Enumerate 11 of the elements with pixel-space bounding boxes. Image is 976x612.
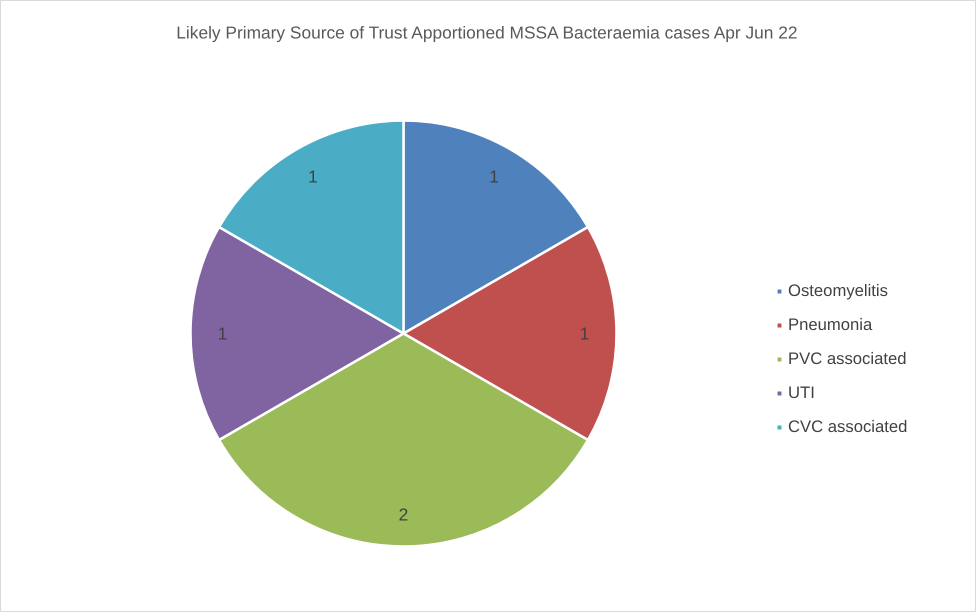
data-label: 2 <box>398 504 408 525</box>
legend-label: UTI <box>788 383 815 403</box>
chart-title: Likely Primary Source of Trust Apportioned MSSA Bacteraemia cases Apr Jun 22 <box>176 22 798 42</box>
data-label: 1 <box>580 324 590 344</box>
data-label: 1 <box>218 324 228 344</box>
data-label: 1 <box>489 166 499 187</box>
legend-label: Pneumonia <box>788 315 872 335</box>
data-label: 1 <box>308 166 318 187</box>
legend-label: Osteomyelitis <box>788 281 888 301</box>
legend-label: PVC associated <box>788 349 907 369</box>
legend-label: CVC associated <box>788 417 908 437</box>
